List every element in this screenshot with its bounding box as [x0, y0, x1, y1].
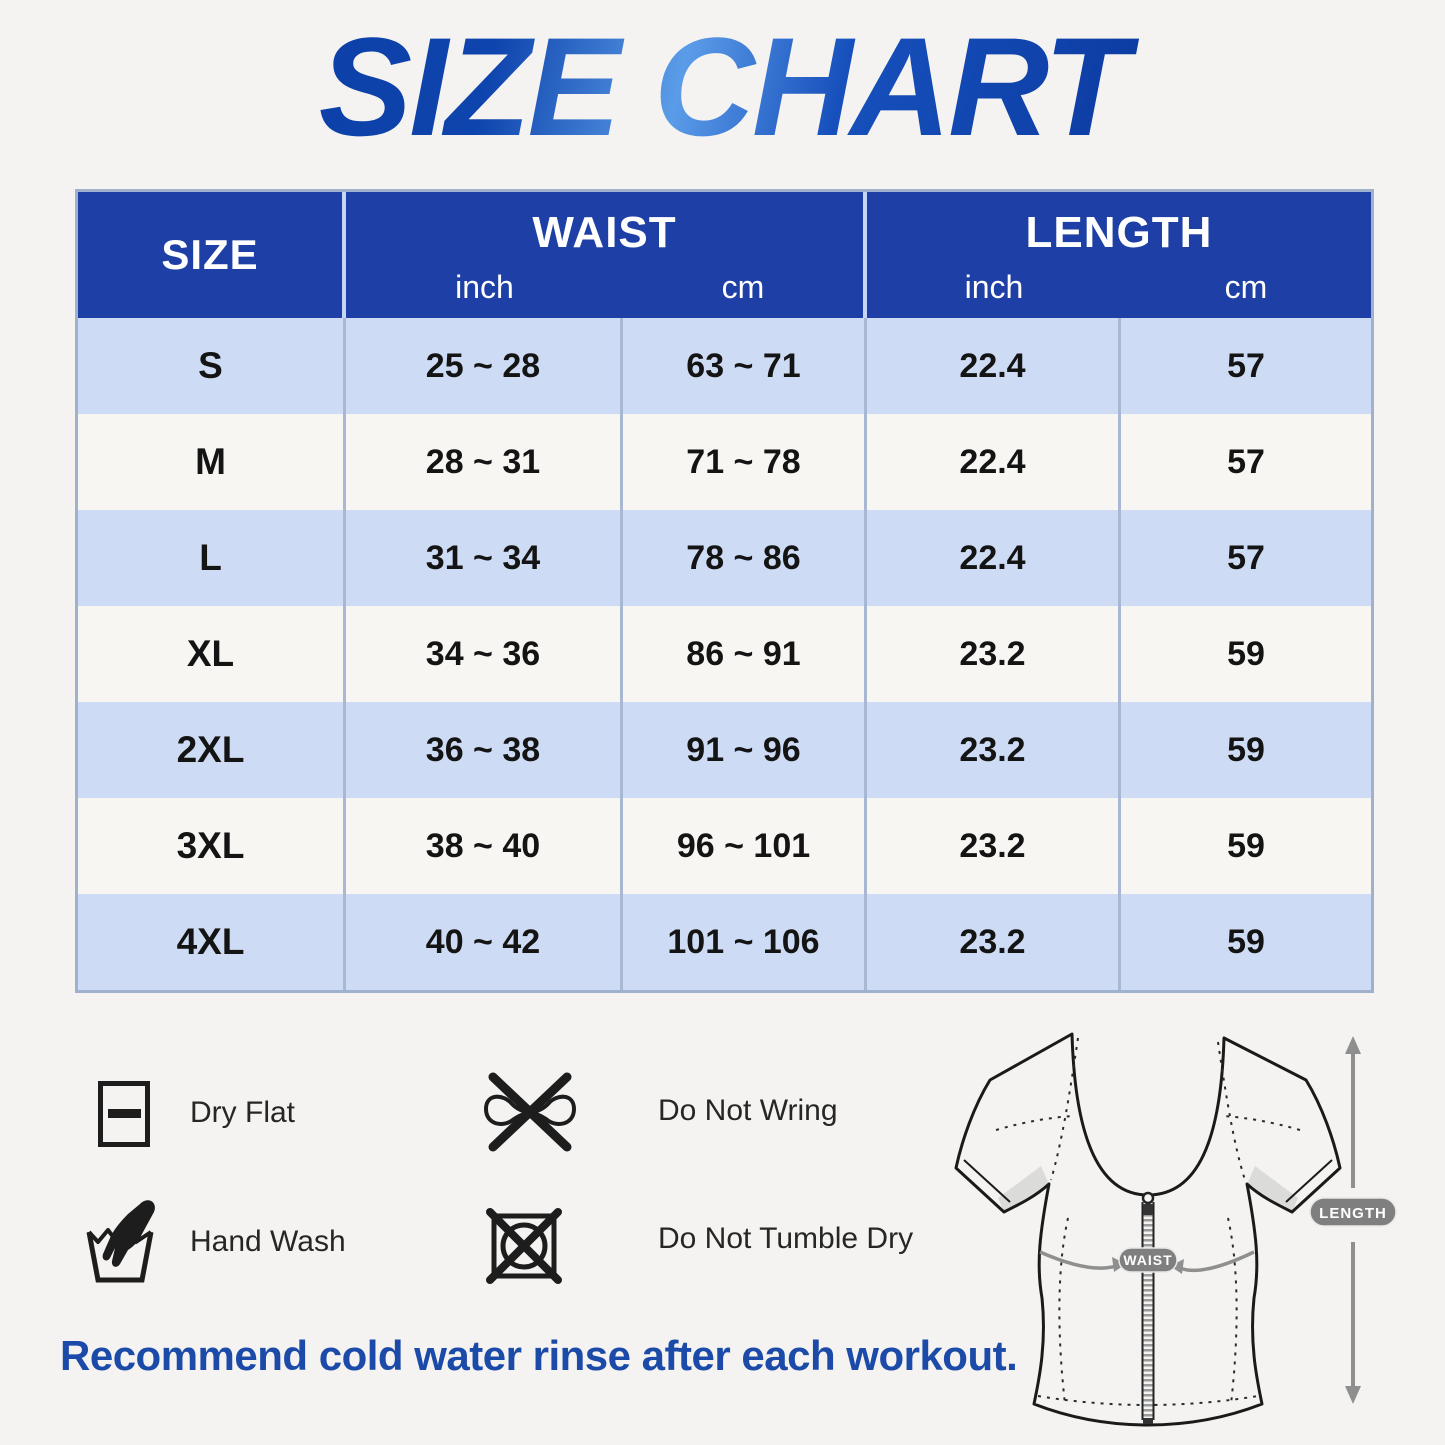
waist-unit-inch: inch — [455, 269, 514, 305]
dry-flat-icon — [97, 1080, 151, 1153]
care-label-dry-flat: Dry Flat — [190, 1096, 295, 1129]
table-header: SIZE WAIST inch cm LENGTH inch cm — [78, 192, 1371, 318]
table-row: L 31 ~ 34 78 ~ 86 22.4 57 — [78, 510, 1371, 606]
waist-inch-value: 38 ~ 40 — [346, 798, 623, 894]
header-length-section: LENGTH inch cm — [867, 192, 1371, 318]
waist-inch-value: 31 ~ 34 — [346, 510, 623, 606]
hand-wash-icon — [84, 1192, 160, 1289]
waist-cm-value: 63 ~ 71 — [623, 318, 867, 414]
care-label-do-not-tumble-dry: Do Not Tumble Dry — [658, 1222, 914, 1255]
size-value: XL — [78, 606, 346, 702]
waist-inch-value: 34 ~ 36 — [346, 606, 623, 702]
do-not-tumble-dry-icon — [484, 1206, 564, 1291]
length-cm-value: 59 — [1227, 730, 1265, 769]
table-row: 2XL 36 ~ 38 91 ~ 96 23.2 59 — [78, 702, 1371, 798]
waist-cm-value: 86 ~ 91 — [623, 606, 867, 702]
waist-badge: WAIST — [1123, 1252, 1172, 1268]
table-row: S 25 ~ 28 63 ~ 71 22.4 57 — [78, 318, 1371, 414]
size-value: 2XL — [78, 702, 346, 798]
length-inch-value: 23.2 — [867, 798, 1121, 894]
size-value: S — [78, 318, 346, 414]
care-label-hand-wash: Hand Wash — [190, 1225, 346, 1258]
garment-diagram: WAIST LENGTH — [930, 1012, 1400, 1432]
length-inch-value: 23.2 — [867, 606, 1121, 702]
header-waist-section: WAIST inch cm — [346, 192, 867, 318]
do-not-wring-icon — [476, 1068, 584, 1161]
column-header-waist: WAIST — [532, 208, 677, 257]
page-title: SIZE CHART — [0, 10, 1445, 164]
size-value: 3XL — [78, 798, 346, 894]
column-header-length: LENGTH — [1025, 208, 1213, 257]
waist-cm-value: 91 ~ 96 — [623, 702, 867, 798]
length-unit-cm: cm — [1224, 269, 1268, 305]
column-header-size: SIZE — [161, 231, 259, 278]
table-row: 4XL 40 ~ 42 101 ~ 106 23.2 59 — [78, 894, 1371, 990]
length-cm-value: 59 — [1227, 922, 1265, 961]
length-cm-value: 57 — [1227, 346, 1265, 385]
waist-cm-value: 96 ~ 101 — [623, 798, 867, 894]
garment-outline — [954, 1032, 1342, 1427]
length-cm-value: 57 — [1227, 442, 1265, 481]
length-cm-value: 59 — [1227, 826, 1265, 865]
length-inch-value: 22.4 — [867, 318, 1121, 414]
table-row: M 28 ~ 31 71 ~ 78 22.4 57 — [78, 414, 1371, 510]
waist-inch-value: 36 ~ 38 — [346, 702, 623, 798]
length-inch-value: 23.2 — [867, 894, 1121, 990]
size-value: L — [78, 510, 346, 606]
waist-inch-value: 25 ~ 28 — [346, 318, 623, 414]
size-value: M — [78, 414, 346, 510]
care-note: Recommend cold water rinse after each wo… — [60, 1332, 1018, 1379]
care-label-do-not-wring: Do Not Wring — [658, 1094, 838, 1127]
waist-inch-value: 40 ~ 42 — [346, 894, 623, 990]
header-size-section: SIZE — [78, 192, 346, 318]
waist-cm-value: 101 ~ 106 — [623, 894, 867, 990]
length-badge: LENGTH — [1319, 1205, 1387, 1222]
waist-cm-value: 78 ~ 86 — [623, 510, 867, 606]
waist-cm-value: 71 ~ 78 — [623, 414, 867, 510]
waist-unit-cm: cm — [721, 269, 765, 305]
size-value: 4XL — [78, 894, 346, 990]
table-row: 3XL 38 ~ 40 96 ~ 101 23.2 59 — [78, 798, 1371, 894]
length-inch-value: 22.4 — [867, 414, 1121, 510]
length-unit-inch: inch — [964, 269, 1024, 305]
waist-inch-value: 28 ~ 31 — [346, 414, 623, 510]
length-cm-value: 57 — [1227, 538, 1265, 577]
size-table: SIZE WAIST inch cm LENGTH inch cm S 25 ~… — [75, 189, 1374, 993]
length-inch-value: 23.2 — [867, 702, 1121, 798]
table-row: XL 34 ~ 36 86 ~ 91 23.2 59 — [78, 606, 1371, 702]
length-inch-value: 22.4 — [867, 510, 1121, 606]
length-cm-value: 59 — [1227, 634, 1265, 673]
